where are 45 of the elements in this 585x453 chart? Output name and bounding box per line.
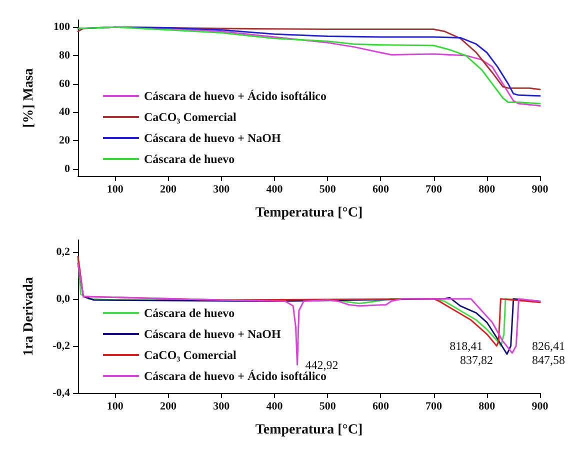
x-tick-label: 400: [266, 184, 284, 196]
y-tick-label: -0,4: [52, 387, 70, 399]
x-tick-label: 900: [532, 184, 549, 196]
x-tick-label: 700: [426, 400, 443, 412]
x-tick-label: 100: [106, 400, 124, 412]
x-tick-label: 500: [319, 184, 336, 196]
legend-label: Cáscara de huevo + Ácido isoftálico: [144, 89, 326, 103]
x-axis-title: Temperatura [°C]: [255, 206, 363, 220]
x-tick-label: 300: [213, 400, 230, 412]
annotation: 442,92: [305, 358, 338, 372]
legend-label: Cáscara de huevo + Ácido isoftálico: [144, 369, 326, 383]
y-tick-label: 0,0: [56, 292, 70, 305]
y-tick-label: 60: [59, 78, 70, 90]
annotation: 837,82: [460, 352, 493, 367]
x-axis-title: Temperatura [°C]: [255, 422, 363, 438]
x-tick-label: 400: [266, 400, 284, 412]
y-tick-label: 0: [64, 162, 70, 175]
x-tick-label: 500: [319, 400, 336, 412]
y-tick-label: 20: [59, 134, 70, 147]
y-tick-label: 80: [59, 49, 70, 62]
y-axis-title: [%] Masa: [22, 68, 36, 128]
x-tick-label: 900: [532, 400, 549, 412]
x-tick-label: 600: [372, 184, 390, 196]
legend-label: Cáscara de huevo + NaOH: [144, 131, 282, 145]
x-tick-label: 800: [478, 184, 496, 196]
y-axis-title: 1ra Derivada: [22, 277, 36, 356]
y-tick-label: -0,2: [52, 340, 70, 352]
legend-label: Cáscara de huevo: [144, 306, 235, 320]
y-tick-label: 40: [59, 106, 70, 118]
legend-label: CaCO₃ Comercial: [144, 348, 238, 362]
y-tick-label: 100: [54, 21, 70, 34]
legend-label: CaCO₃ Comercial: [144, 110, 238, 124]
annotation: 818,41: [450, 338, 483, 353]
legend-label: Cáscara de huevo + NaOH: [144, 327, 282, 341]
x-tick-label: 700: [426, 184, 443, 196]
x-tick-label: 800: [478, 400, 496, 412]
x-tick-label: 200: [160, 184, 178, 196]
y-tick-label: 0,2: [56, 246, 70, 258]
x-tick-label: 100: [106, 184, 124, 196]
x-tick-label: 200: [160, 400, 178, 412]
annotation: 826,41: [532, 338, 565, 353]
x-tick-label: 300: [213, 184, 230, 196]
x-tick-label: 600: [372, 400, 390, 412]
annotation: 847,58: [532, 352, 565, 367]
legend-label: Cáscara de huevo: [144, 152, 235, 166]
